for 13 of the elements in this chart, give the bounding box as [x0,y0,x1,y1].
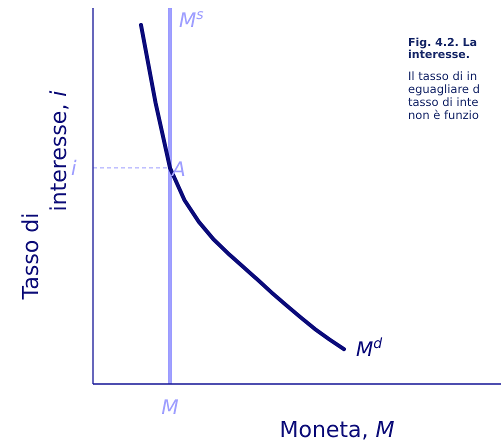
text: M [161,395,179,419]
text: tasso di inte [408,95,478,109]
annotation: M$^{s}$ [179,7,204,32]
text: Il tasso di in [408,69,478,83]
annotation: A [170,156,186,181]
caption: Fig. 4.2. La [408,36,478,49]
ref-line-label: i [71,156,77,180]
series-label: M$^{d}$ [356,336,382,362]
text: interesse. [408,48,470,61]
x-axis-title: Moneta, M [280,418,395,443]
text: eguagliare d [408,82,480,96]
text: non è funzio [408,108,479,122]
y-axis-title: Tasso di interesse, i [19,90,72,300]
